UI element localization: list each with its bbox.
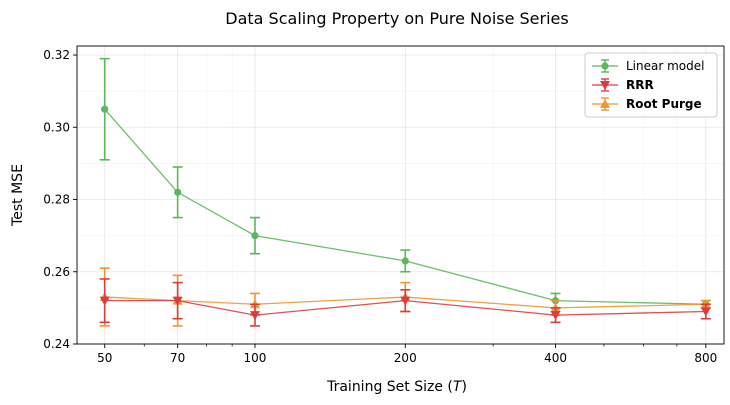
x-tick-label: 400 xyxy=(544,351,567,365)
data-point-linear-model xyxy=(251,232,259,240)
legend-marker xyxy=(600,81,610,90)
data-point-linear-model xyxy=(174,188,182,196)
legend-label: Root Purge xyxy=(626,97,702,111)
data-point-rrr xyxy=(400,296,411,306)
legend-entry-root-purge: Root Purge xyxy=(592,97,702,111)
data-point-rrr xyxy=(550,311,561,321)
y-tick-label: 0.26 xyxy=(43,265,70,279)
x-tick-label: 50 xyxy=(97,351,112,365)
plot-frame xyxy=(76,45,725,345)
y-tick-label: 0.30 xyxy=(43,120,70,134)
chart-title: Data Scaling Property on Pure Noise Seri… xyxy=(225,9,568,28)
x-axis: 50 70 100 200 400 800 xyxy=(97,344,717,365)
x-tick-label: 800 xyxy=(694,351,717,365)
data-point-rrr xyxy=(700,307,711,317)
data-point-linear-model xyxy=(101,105,109,113)
x-axis-label-var: T xyxy=(453,379,463,395)
legend-marker xyxy=(600,99,610,108)
legend-entry-linear-model: Linear model xyxy=(592,59,704,73)
series-rrr xyxy=(99,278,711,327)
data-point-rrr xyxy=(172,296,183,306)
y-tick-label: 0.28 xyxy=(43,193,70,207)
legend-box xyxy=(584,52,718,118)
x-axis-label-main: Training Set Size ( xyxy=(326,379,453,395)
x-axis-label-end: ) xyxy=(461,379,466,395)
y-tick-label: 0.32 xyxy=(43,48,70,62)
legend-entry-rrr: RRR xyxy=(592,78,654,92)
x-tick-label: 70 xyxy=(170,351,185,365)
legend-label: RRR xyxy=(626,78,654,92)
legend: Linear model RRR Root Purge xyxy=(584,52,718,118)
x-tick-label: 200 xyxy=(394,351,417,365)
legend-marker xyxy=(601,62,609,70)
y-tick-label: 0.24 xyxy=(43,337,70,351)
series-line-rrr xyxy=(104,300,706,316)
series-line-linear-model xyxy=(104,108,706,305)
y-axis-label: Test MSE xyxy=(10,164,26,227)
x-axis-label: Training Set Size (T) xyxy=(326,379,467,395)
data-point-linear-model xyxy=(401,257,409,265)
data-point-rrr xyxy=(249,311,260,321)
legend-label: Linear model xyxy=(626,59,704,73)
series-layer xyxy=(99,57,711,327)
data-point-rrr xyxy=(99,296,110,306)
y-axis: 0.24 0.26 0.28 0.30 0.32 xyxy=(43,48,77,351)
x-tick-label: 100 xyxy=(244,351,267,365)
